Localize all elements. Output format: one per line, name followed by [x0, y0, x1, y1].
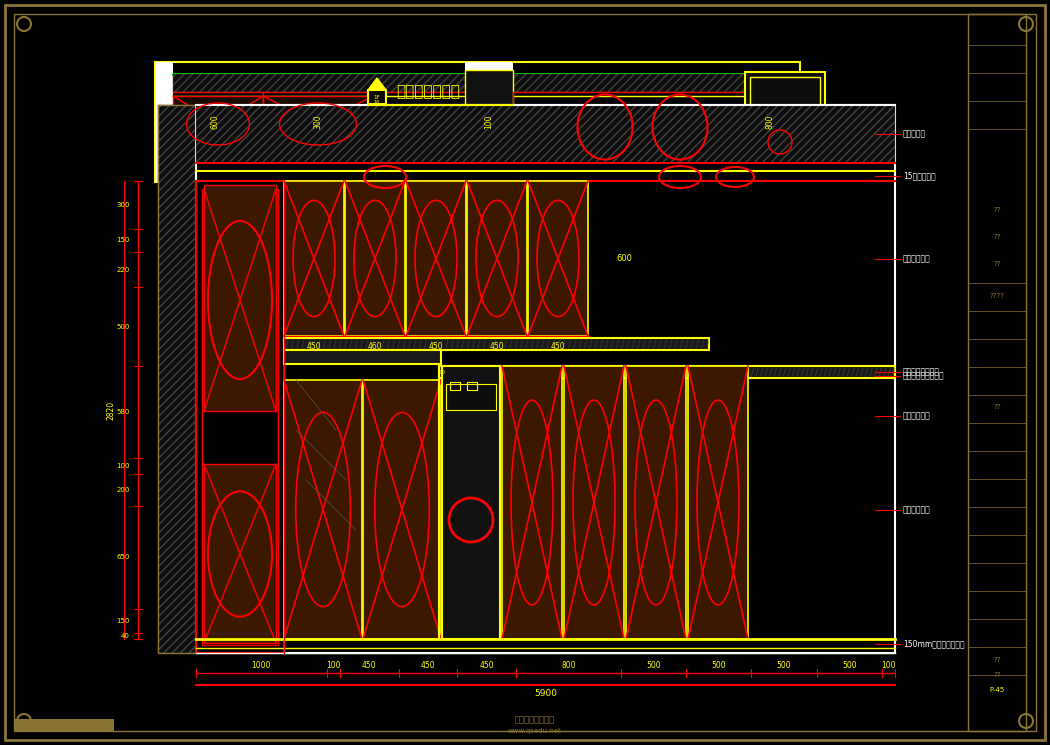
Bar [626, 366, 686, 639]
Text: ??: ?? [993, 672, 1001, 678]
Bar [284, 350, 441, 364]
Bar [196, 105, 895, 163]
Text: 580: 580 [117, 409, 130, 416]
Polygon shape [368, 78, 386, 90]
Text: ??: ?? [993, 261, 1001, 267]
Bar [14, 719, 114, 731]
Text: ??: ?? [993, 657, 1001, 663]
Text: 石膏板吊顶: 石膏板吊顶 [903, 130, 926, 139]
Text: 齐生设计职业学校: 齐生设计职业学校 [514, 715, 555, 724]
Text: ??: ?? [993, 207, 1001, 213]
Bar [502, 366, 562, 639]
Bar [368, 90, 386, 104]
Text: 柜裙门镂雕花: 柜裙门镂雕花 [903, 255, 930, 264]
Text: 爵士白大理石台面: 爵士白大理石台面 [903, 367, 940, 376]
Text: 450: 450 [362, 661, 377, 670]
Text: 100: 100 [881, 661, 896, 670]
Bar [196, 181, 284, 653]
Bar [204, 464, 276, 643]
Text: 220: 220 [117, 267, 130, 273]
Text: 150: 150 [117, 238, 130, 244]
Text: 450: 450 [421, 661, 435, 670]
Text: 500: 500 [646, 661, 660, 670]
Text: 100: 100 [484, 115, 493, 129]
Bar [450, 382, 460, 390]
Bar [688, 366, 748, 639]
Text: 600: 600 [616, 254, 632, 263]
Bar [750, 77, 820, 167]
Text: 100: 100 [117, 463, 130, 469]
Bar [446, 384, 496, 410]
Text: 一楼西厨立面图: 一楼西厨立面图 [396, 84, 460, 100]
Bar [158, 105, 196, 653]
Text: 600: 600 [210, 115, 219, 130]
Bar [173, 96, 262, 152]
Text: 150mm白色实木踢脚线: 150mm白色实木踢脚线 [903, 639, 965, 648]
Text: 500: 500 [711, 661, 726, 670]
Bar [467, 181, 527, 336]
Bar [202, 189, 278, 645]
Text: 16: 16 [374, 100, 380, 104]
Text: 450: 450 [307, 341, 321, 350]
Bar [467, 382, 477, 390]
Bar [173, 74, 800, 92]
Text: 爵士白大理石: 爵士白大理石 [903, 411, 930, 420]
Text: 450: 450 [428, 341, 443, 350]
Bar [284, 181, 344, 336]
Text: 40: 40 [121, 633, 130, 638]
Bar [528, 181, 588, 336]
Bar [363, 380, 441, 639]
Text: ??: ?? [993, 404, 1001, 410]
Text: 450: 450 [550, 341, 565, 350]
Bar [284, 338, 709, 350]
Bar [439, 366, 895, 378]
Bar [155, 62, 173, 182]
Text: 300: 300 [117, 202, 130, 208]
Text: 1F: 1F [374, 95, 380, 100]
Text: 500: 500 [777, 661, 792, 670]
Text: 1000: 1000 [252, 661, 271, 670]
Bar [968, 14, 1026, 731]
Text: 450: 450 [489, 341, 504, 350]
Text: P-45: P-45 [989, 687, 1005, 693]
Bar [345, 181, 405, 336]
Text: 500: 500 [842, 661, 857, 670]
Text: 650: 650 [117, 554, 130, 560]
Bar [204, 185, 276, 411]
Bar [564, 366, 624, 639]
Text: 800: 800 [765, 115, 775, 129]
Bar [406, 181, 466, 336]
Bar [155, 62, 800, 182]
Text: 2820: 2820 [107, 401, 116, 419]
Text: 300: 300 [314, 115, 322, 130]
Text: ????: ???? [989, 293, 1005, 299]
Bar [465, 70, 513, 174]
Text: 200: 200 [117, 487, 130, 493]
Text: 450: 450 [480, 661, 494, 670]
Bar [196, 105, 895, 653]
Text: 800: 800 [561, 661, 575, 670]
Bar [465, 62, 513, 182]
Bar [442, 366, 500, 639]
Text: 460: 460 [368, 341, 382, 350]
Text: ??: ?? [993, 234, 1001, 240]
Bar [262, 96, 373, 152]
Text: 黑开门水柜沙栗木子: 黑开门水柜沙栗木子 [903, 372, 945, 381]
Bar [158, 105, 196, 653]
Text: 5900: 5900 [534, 688, 557, 697]
Text: www.qsedu.net: www.qsedu.net [508, 728, 562, 734]
Bar [746, 72, 825, 172]
Text: 100: 100 [326, 661, 340, 670]
Bar [284, 380, 362, 639]
Text: 150: 150 [117, 618, 130, 624]
Text: 15公分铝扣板: 15公分铝扣板 [903, 171, 936, 180]
Text: 500: 500 [117, 324, 130, 330]
Text: 柜裙门镂雕花: 柜裙门镂雕花 [903, 506, 930, 515]
Text: 20: 20 [437, 370, 445, 375]
